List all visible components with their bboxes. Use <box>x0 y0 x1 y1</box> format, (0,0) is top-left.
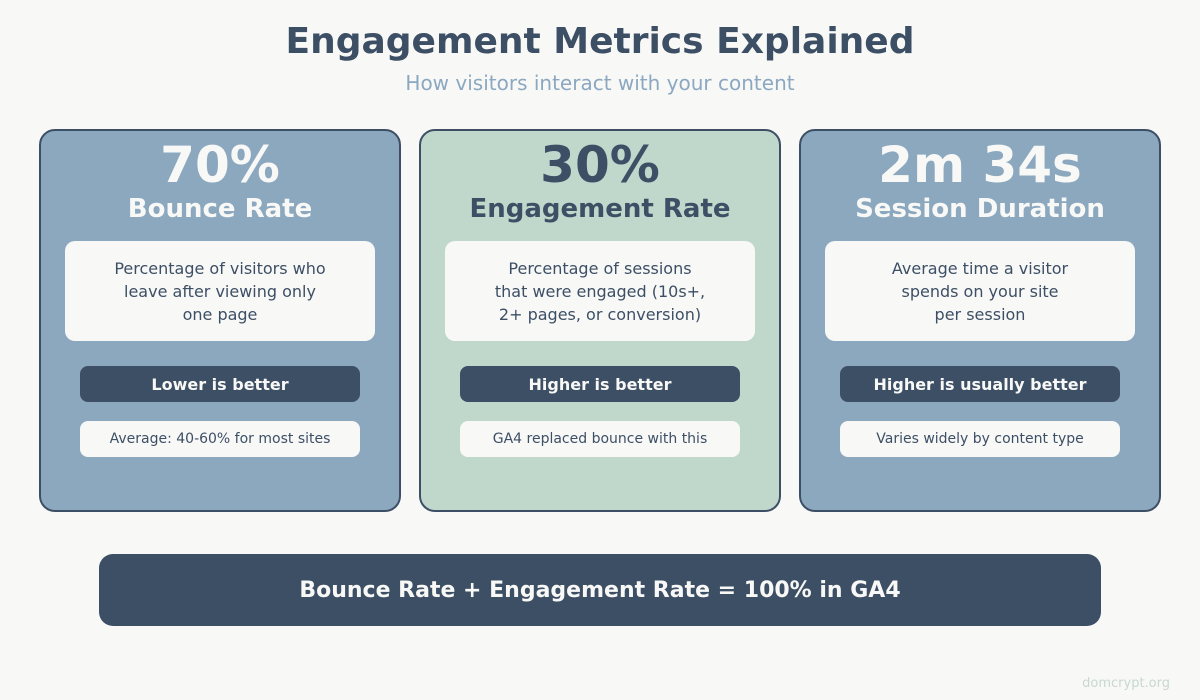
bounce-rate-value: 70% <box>160 136 280 194</box>
engagement-rate-description: Percentage of sessions that were engaged… <box>445 241 755 341</box>
bounce-rate-label: Bounce Rate <box>127 194 313 224</box>
bounce-rate-description: Percentage of visitors who leave after v… <box>65 241 375 341</box>
session-duration-note: Varies widely by content type <box>840 421 1120 457</box>
engagement-rate-note: GA4 replaced bounce with this <box>460 421 740 457</box>
bounce-rate-card: 70% Bounce Rate Percentage of visitors w… <box>39 129 401 512</box>
session-duration-label: Session Duration <box>855 194 1105 224</box>
watermark: domcrypt.org <box>1082 676 1170 691</box>
engagement-rate-label: Engagement Rate <box>469 194 731 224</box>
session-duration-badge: Higher is usually better <box>840 366 1120 402</box>
engagement-rate-value: 30% <box>540 136 660 194</box>
bounce-rate-note: Average: 40-60% for most sites <box>80 421 360 457</box>
page-subtitle: How visitors interact with your content <box>405 71 795 95</box>
bounce-rate-badge: Lower is better <box>80 366 360 402</box>
engagement-rate-badge: Higher is better <box>460 366 740 402</box>
session-duration-value: 2m 34s <box>878 136 1082 194</box>
session-duration-card: 2m 34s Session Duration Average time a v… <box>799 129 1161 512</box>
page-title: Engagement Metrics Explained <box>285 21 915 62</box>
formula-banner: Bounce Rate + Engagement Rate = 100% in … <box>99 554 1101 626</box>
session-duration-description: Average time a visitor spends on your si… <box>825 241 1135 341</box>
engagement-rate-card: 30% Engagement Rate Percentage of sessio… <box>419 129 781 512</box>
